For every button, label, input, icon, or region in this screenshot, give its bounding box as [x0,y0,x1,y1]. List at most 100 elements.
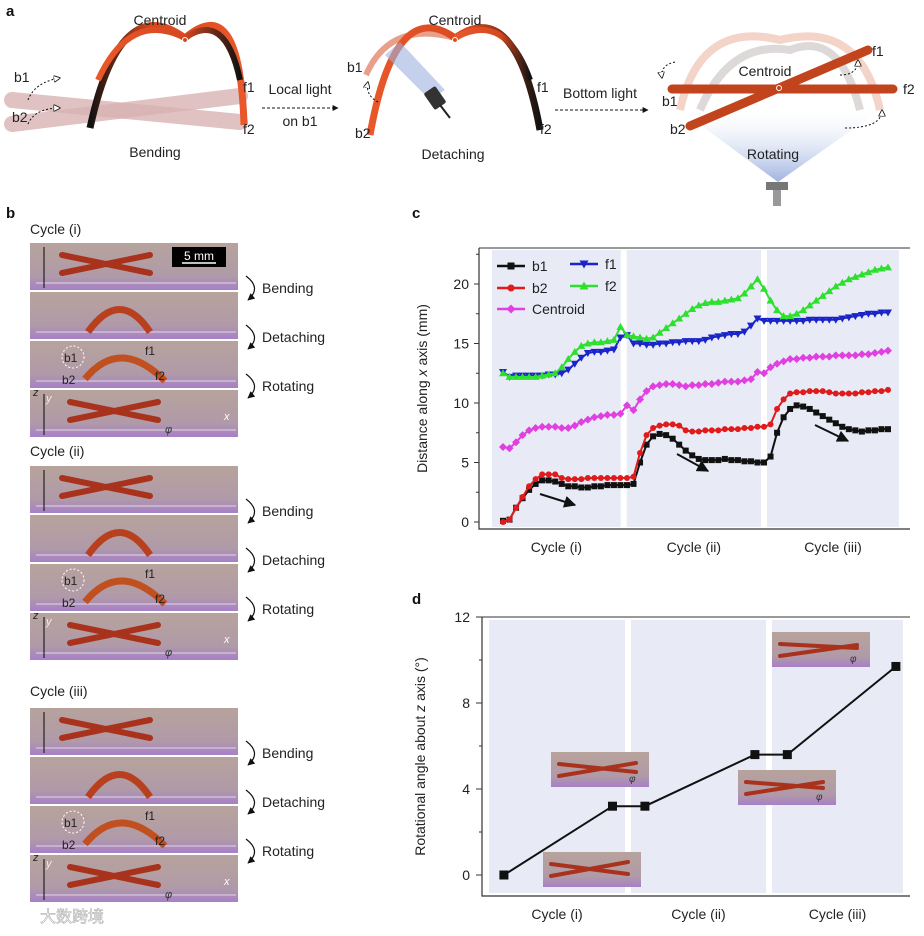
data-point [773,306,782,314]
data-point [532,480,539,487]
data-point [792,354,801,363]
data-point [832,420,839,427]
data-point [799,353,808,362]
y-axis-label-part: axis (°) [412,657,428,705]
axes [478,248,910,530]
inset-photo: φ [738,770,836,805]
data-point [750,750,760,760]
data-point [707,334,716,342]
data-point [695,455,702,462]
data-point [813,409,820,416]
data-point [642,387,651,396]
data-point [617,474,624,481]
data-point [701,336,710,344]
y-tick-label: 8 [462,695,470,711]
legend-item-centroid: Centroid [497,301,585,317]
y-tick-label: 15 [453,336,469,352]
data-point [694,301,703,309]
data-point [826,389,833,396]
data-point [792,317,801,325]
data-point [812,296,821,304]
data-point [662,379,671,388]
data-point [891,661,901,671]
data-point [551,422,560,431]
series-b2 [500,386,891,525]
data-point [761,459,768,466]
data-point [870,265,879,273]
axis-x-label: x [223,634,230,646]
stage1-caption: Bending [129,144,180,160]
data-point [643,441,650,448]
axis-y-label: y [45,616,53,628]
data-point [793,389,800,396]
marker-b1: b1 [64,816,78,830]
data-point [825,287,834,295]
data-point [720,377,729,386]
data-point [636,333,645,341]
data-point [616,409,625,418]
data-point [578,476,585,483]
marker-b1: b1 [64,351,78,365]
data-point [839,390,846,397]
data-point [728,457,735,464]
stage2-caption: Detaching [421,146,484,162]
data-point [858,428,865,435]
curved-arrow-icon [245,596,256,622]
data-point [682,427,689,434]
scale-bar-label: 5 mm [184,249,214,263]
data-point [688,338,697,346]
stage-bending-illustration [4,22,248,132]
data-point [552,471,559,478]
data-point [519,494,526,501]
data-point [622,331,631,339]
data-point [623,482,630,489]
curved-arrow-icon [245,373,256,399]
data-point [747,424,754,431]
data-point [746,282,755,290]
data-point [813,388,820,395]
data-point [590,338,599,346]
step-label: Bending [262,503,313,519]
cycle-title: Cycle (iii) [30,683,88,699]
data-point [766,317,775,325]
photo-strip [30,855,238,902]
data-point [525,372,534,380]
data-point [774,429,781,436]
data-point [682,447,689,454]
panel-label-a: a [6,3,15,20]
data-point [688,304,697,312]
photo-strip [30,292,238,339]
cycle-band [631,620,766,893]
data-point [844,275,853,283]
data-point [609,335,618,343]
y-axis-label-part: z [412,705,428,713]
data-point [694,381,703,390]
data-point [570,347,579,355]
data-point [727,330,736,338]
data-point [655,381,664,390]
x-category-label: Cycle (ii) [671,906,725,922]
data-point [512,438,521,447]
lamp-icon [766,182,788,206]
data-point [583,339,592,347]
data-point [596,338,605,346]
data-point [805,316,814,324]
data-point [637,459,644,466]
data-point [668,319,677,327]
data-point [708,457,715,464]
data-point [857,350,866,359]
data-point [629,406,638,415]
inset-photo [543,852,641,887]
data-point [753,315,762,323]
data-point [499,443,507,452]
data-point [746,375,755,384]
data-point [792,309,801,317]
x-category-label: Cycle (ii) [667,539,721,555]
marker-f1: f1 [145,567,155,581]
curved-arrow-icon [245,547,256,573]
data-point [675,314,684,322]
data-point [754,423,761,430]
data-point [767,453,774,460]
